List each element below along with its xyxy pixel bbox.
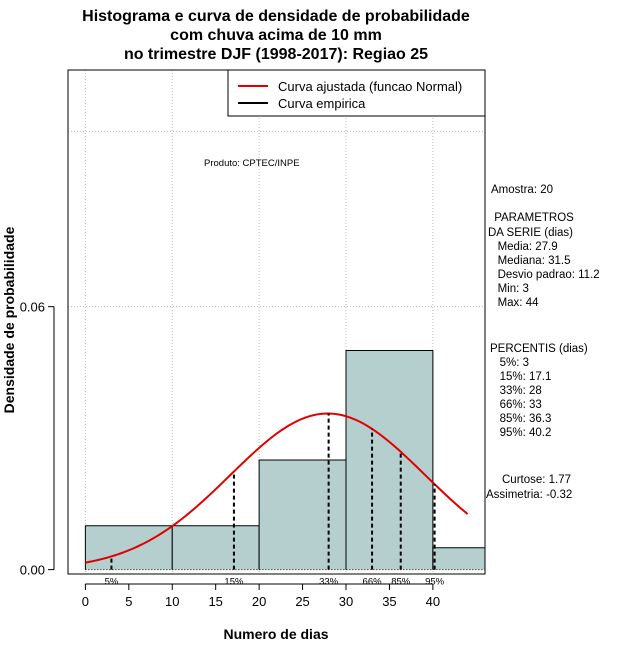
histogram-bar: [432, 547, 485, 570]
percentis-line: 5%: 3: [490, 357, 529, 369]
percentis-line: 95%: 40.2: [490, 427, 551, 439]
x-tick-label: 10: [165, 594, 179, 609]
percentis-line: 33%: 28: [490, 385, 542, 397]
x-tick-label: 35: [382, 594, 396, 609]
percentis-line: 15%: 17.1: [490, 371, 551, 383]
percentis-line: PERCENTIS (dias): [490, 343, 588, 355]
assimetria-text: Assimetria: -0.32: [486, 489, 572, 501]
legend-label-fitted: Curva ajustada (funcao Normal): [278, 79, 462, 94]
histogram-bar: [172, 525, 260, 570]
percentile-label: 15%: [224, 577, 244, 588]
x-tick-label: 20: [252, 594, 266, 609]
x-tick-label: 40: [426, 594, 440, 609]
percentile-label: 5%: [105, 577, 119, 588]
x-tick-label: 15: [208, 594, 222, 609]
percentis-line: 85%: 36.3: [490, 413, 551, 425]
parametros-line: Media: 27.9: [488, 241, 558, 253]
fitted-normal-curve: [85, 412, 469, 564]
percentile-label: 85%: [391, 577, 411, 588]
parametros-line: Min: 3: [488, 283, 529, 295]
parametros-line: Mediana: 31.5: [488, 255, 570, 267]
percentile-label: 66%: [363, 577, 383, 588]
amostra-text: Amostra: 20: [491, 184, 553, 196]
y-axis-label: Densidade de probabilidade: [1, 226, 17, 413]
percentile-label: 95%: [425, 577, 445, 588]
y-tick-label: 0.00: [20, 563, 45, 578]
percentis-line: 66%: 33: [490, 399, 542, 411]
histogram-bar: [259, 460, 346, 570]
histogram-bar: [85, 525, 173, 570]
histogram-bar: [346, 350, 433, 570]
parametros-line: Desvio padrao: 11.2: [488, 269, 600, 281]
axes-layer: 0 5 10 15 20 25 30 35 40 0.00 0.06: [20, 300, 440, 609]
legend-box: [227, 69, 486, 117]
histogram-bar-outline: [345, 349, 434, 570]
grid-layer: [68, 70, 485, 574]
legend: Curva ajustada (funcao Normal) Curva emp…: [227, 69, 486, 117]
parametros-line: Max: 44: [488, 297, 539, 309]
chart-title-line-1: Histograma e curva de densidade de proba…: [82, 8, 470, 25]
chart-title-line-3: no trimestre DJF (1998-2017): Regiao 25: [124, 46, 428, 63]
percentile-layer: 5% 15% 33% 66% 85% 95%: [105, 413, 445, 588]
parametros-line: DA SERIE (dias): [488, 227, 573, 239]
parametros-block: PARAMETROS DA SERIE (dias) Media: 27.9 M…: [488, 212, 600, 309]
x-tick-label: 0: [82, 594, 89, 609]
x-tick-label: 5: [125, 594, 132, 609]
parametros-line: PARAMETROS: [491, 212, 574, 224]
legend-label-empirical: Curva empirica: [278, 96, 366, 111]
curtose-text: Curtose: 1.77: [502, 474, 571, 486]
side-statistics: Amostra: 20 PARAMETROS DA SERIE (dias) M…: [486, 184, 600, 501]
x-axis-label: Numero de dias: [223, 626, 328, 642]
percentis-block: PERCENTIS (dias) 5%: 3 15%: 17.1 33%: 28…: [490, 343, 588, 439]
x-tick-label: 25: [295, 594, 309, 609]
percentile-label: 33%: [319, 577, 339, 588]
y-tick-label: 0.06: [20, 300, 45, 315]
bars-layer: [84, 349, 486, 571]
curve-layer: [85, 412, 469, 564]
produto-note: Produto: CPTEC/INPE: [204, 158, 300, 169]
x-tick-label: 30: [339, 594, 353, 609]
chart-title-line-2: com chuva acima de 10 mm: [170, 27, 382, 44]
